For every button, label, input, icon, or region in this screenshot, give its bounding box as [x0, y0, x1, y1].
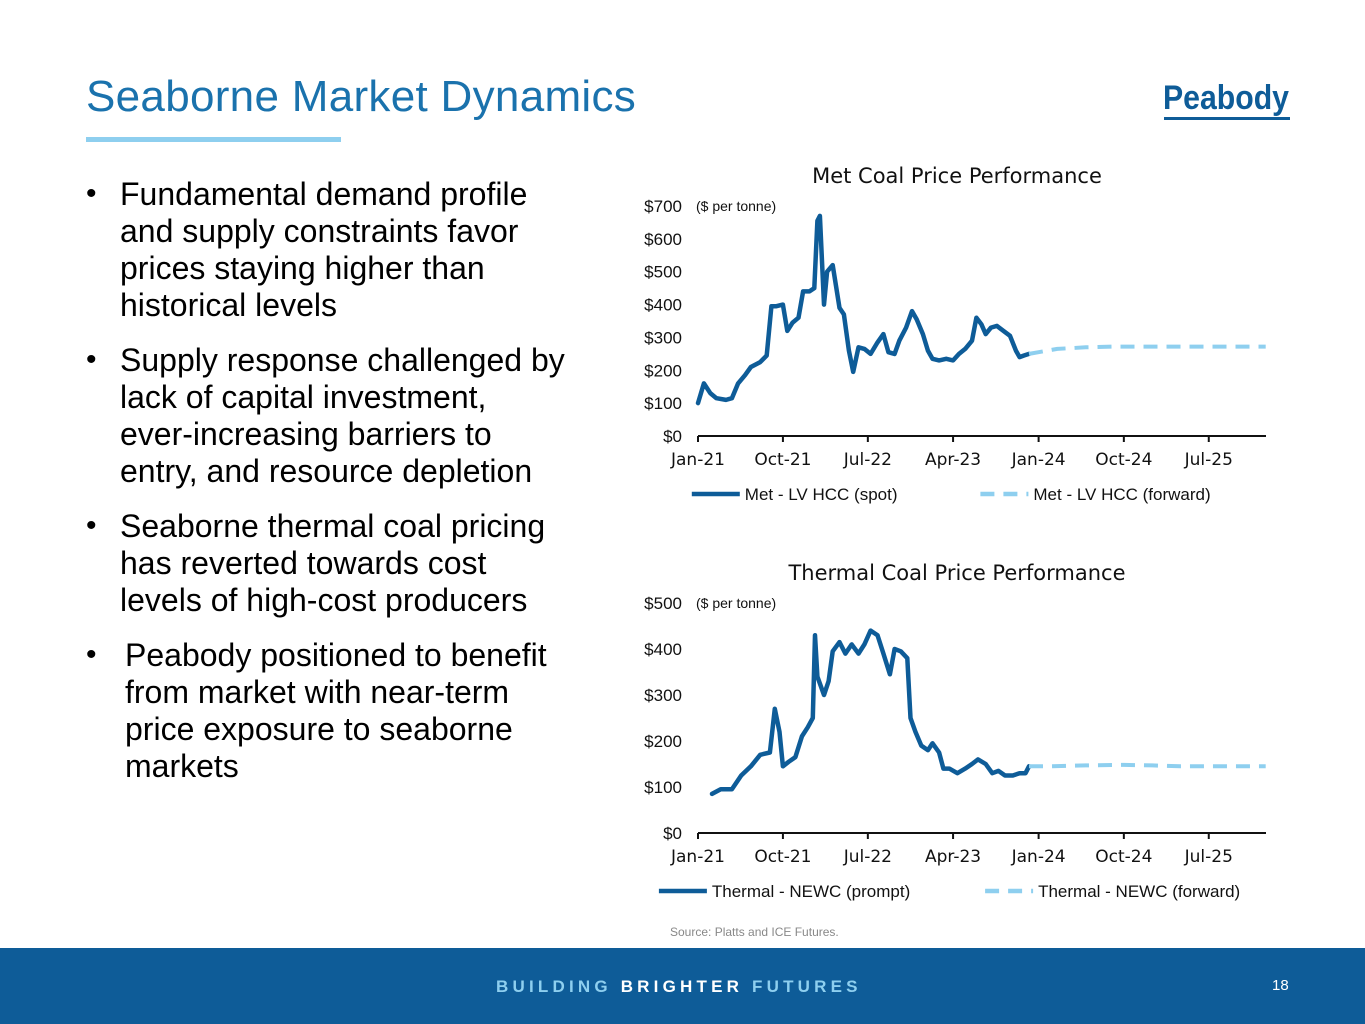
page-number: 18 — [1272, 977, 1289, 994]
met-coal-chart: Met Coal Price Performance $0 $100 $200 $300… — [612, 158, 1292, 528]
x-tick-label: Apr-23 — [925, 847, 981, 867]
chart-svg: Met Coal Price Performance $0 $100 $200 $300… — [644, 164, 1266, 504]
x-tick-label: Oct-21 — [754, 450, 811, 470]
x-tick-label: Jul-22 — [843, 847, 892, 867]
legend-label: Thermal - NEWC (forward) — [1038, 882, 1240, 901]
thermal-coal-chart: Thermal Coal Price Performance $0 $100 $200… — [612, 555, 1292, 925]
x-tick-label: Jul-25 — [1184, 450, 1233, 470]
x-tick-label: Jan-24 — [1011, 847, 1066, 867]
bullet-item: Seaborne thermal coal pricing has revert… — [86, 507, 566, 619]
bullet-item: Peabody positioned to benefit from marke… — [86, 636, 566, 785]
slide-title: Seaborne Market Dynamics — [86, 72, 637, 121]
chart-legend: Met - LV HCC (spot) Met - LV HCC (forward… — [691, 485, 1211, 504]
spot-series-line — [709, 628, 1032, 797]
tagline-word: BRIGHTER — [620, 977, 744, 996]
legend-label: Met - LV HCC (forward) — [1033, 485, 1210, 504]
y-tick-label: $200 — [644, 732, 682, 751]
x-tick-label: Jan-21 — [670, 847, 725, 867]
x-tick-label: Oct-21 — [754, 847, 811, 867]
chart-legend: Thermal - NEWC (prompt) Thermal - NEWC (f… — [658, 882, 1240, 901]
y-tick-label: $100 — [644, 394, 682, 413]
y-tick-label: $0 — [663, 427, 682, 446]
forward-series-line — [1028, 344, 1266, 356]
bullet-list: Fundamental demand profile and supply co… — [86, 175, 566, 803]
x-tick-label: Jan-21 — [670, 450, 725, 470]
y-tick-label: $700 — [644, 197, 682, 216]
y-tick-label: $200 — [644, 361, 682, 380]
y-tick-label: $100 — [644, 778, 682, 797]
legend-label: Met - LV HCC (spot) — [745, 485, 898, 504]
x-tick-label: Jul-22 — [843, 450, 892, 470]
chart-title: Thermal Coal Price Performance — [787, 561, 1125, 585]
footer-bar — [0, 948, 1365, 1024]
legend-label: Thermal - NEWC (prompt) — [712, 882, 910, 901]
svg-text:Peabody: Peabody — [1163, 79, 1289, 117]
tagline-word: FUTURES — [752, 977, 862, 996]
y-tick-label: $600 — [644, 230, 682, 249]
footer-tagline: BUILDING BRIGHTER FUTURES — [496, 977, 862, 997]
chart-title: Met Coal Price Performance — [812, 164, 1102, 188]
spot-series-line — [695, 213, 1032, 406]
y-tick-label: $0 — [663, 824, 682, 843]
x-tick-label: Apr-23 — [925, 450, 981, 470]
y-tick-label: $300 — [644, 686, 682, 705]
source-note: Source: Platts and ICE Futures. — [670, 925, 839, 939]
y-tick-label: $400 — [644, 640, 682, 659]
x-tick-label: Oct-24 — [1095, 847, 1152, 867]
y-tick-label: $500 — [644, 594, 682, 613]
y-tick-label: $500 — [644, 263, 682, 282]
forward-series-line — [1029, 762, 1266, 769]
x-tick-label: Jul-25 — [1184, 847, 1233, 867]
y-tick-label: $400 — [644, 296, 682, 315]
title-underline — [86, 137, 341, 142]
unit-label: ($ per tonne) — [696, 595, 776, 611]
unit-label: ($ per tonne) — [696, 198, 776, 214]
peabody-logo: Peabody — [1163, 79, 1290, 120]
bullet-item: Fundamental demand profile and supply co… — [86, 175, 566, 324]
chart-svg: Thermal Coal Price Performance $0 $100 $200… — [644, 561, 1266, 901]
tagline-word: BUILDING — [496, 977, 612, 996]
bullet-item: Supply response challenged by lack of ca… — [86, 341, 566, 490]
y-tick-label: $300 — [644, 328, 682, 347]
x-tick-label: Jan-24 — [1011, 450, 1066, 470]
x-tick-label: Oct-24 — [1095, 450, 1152, 470]
